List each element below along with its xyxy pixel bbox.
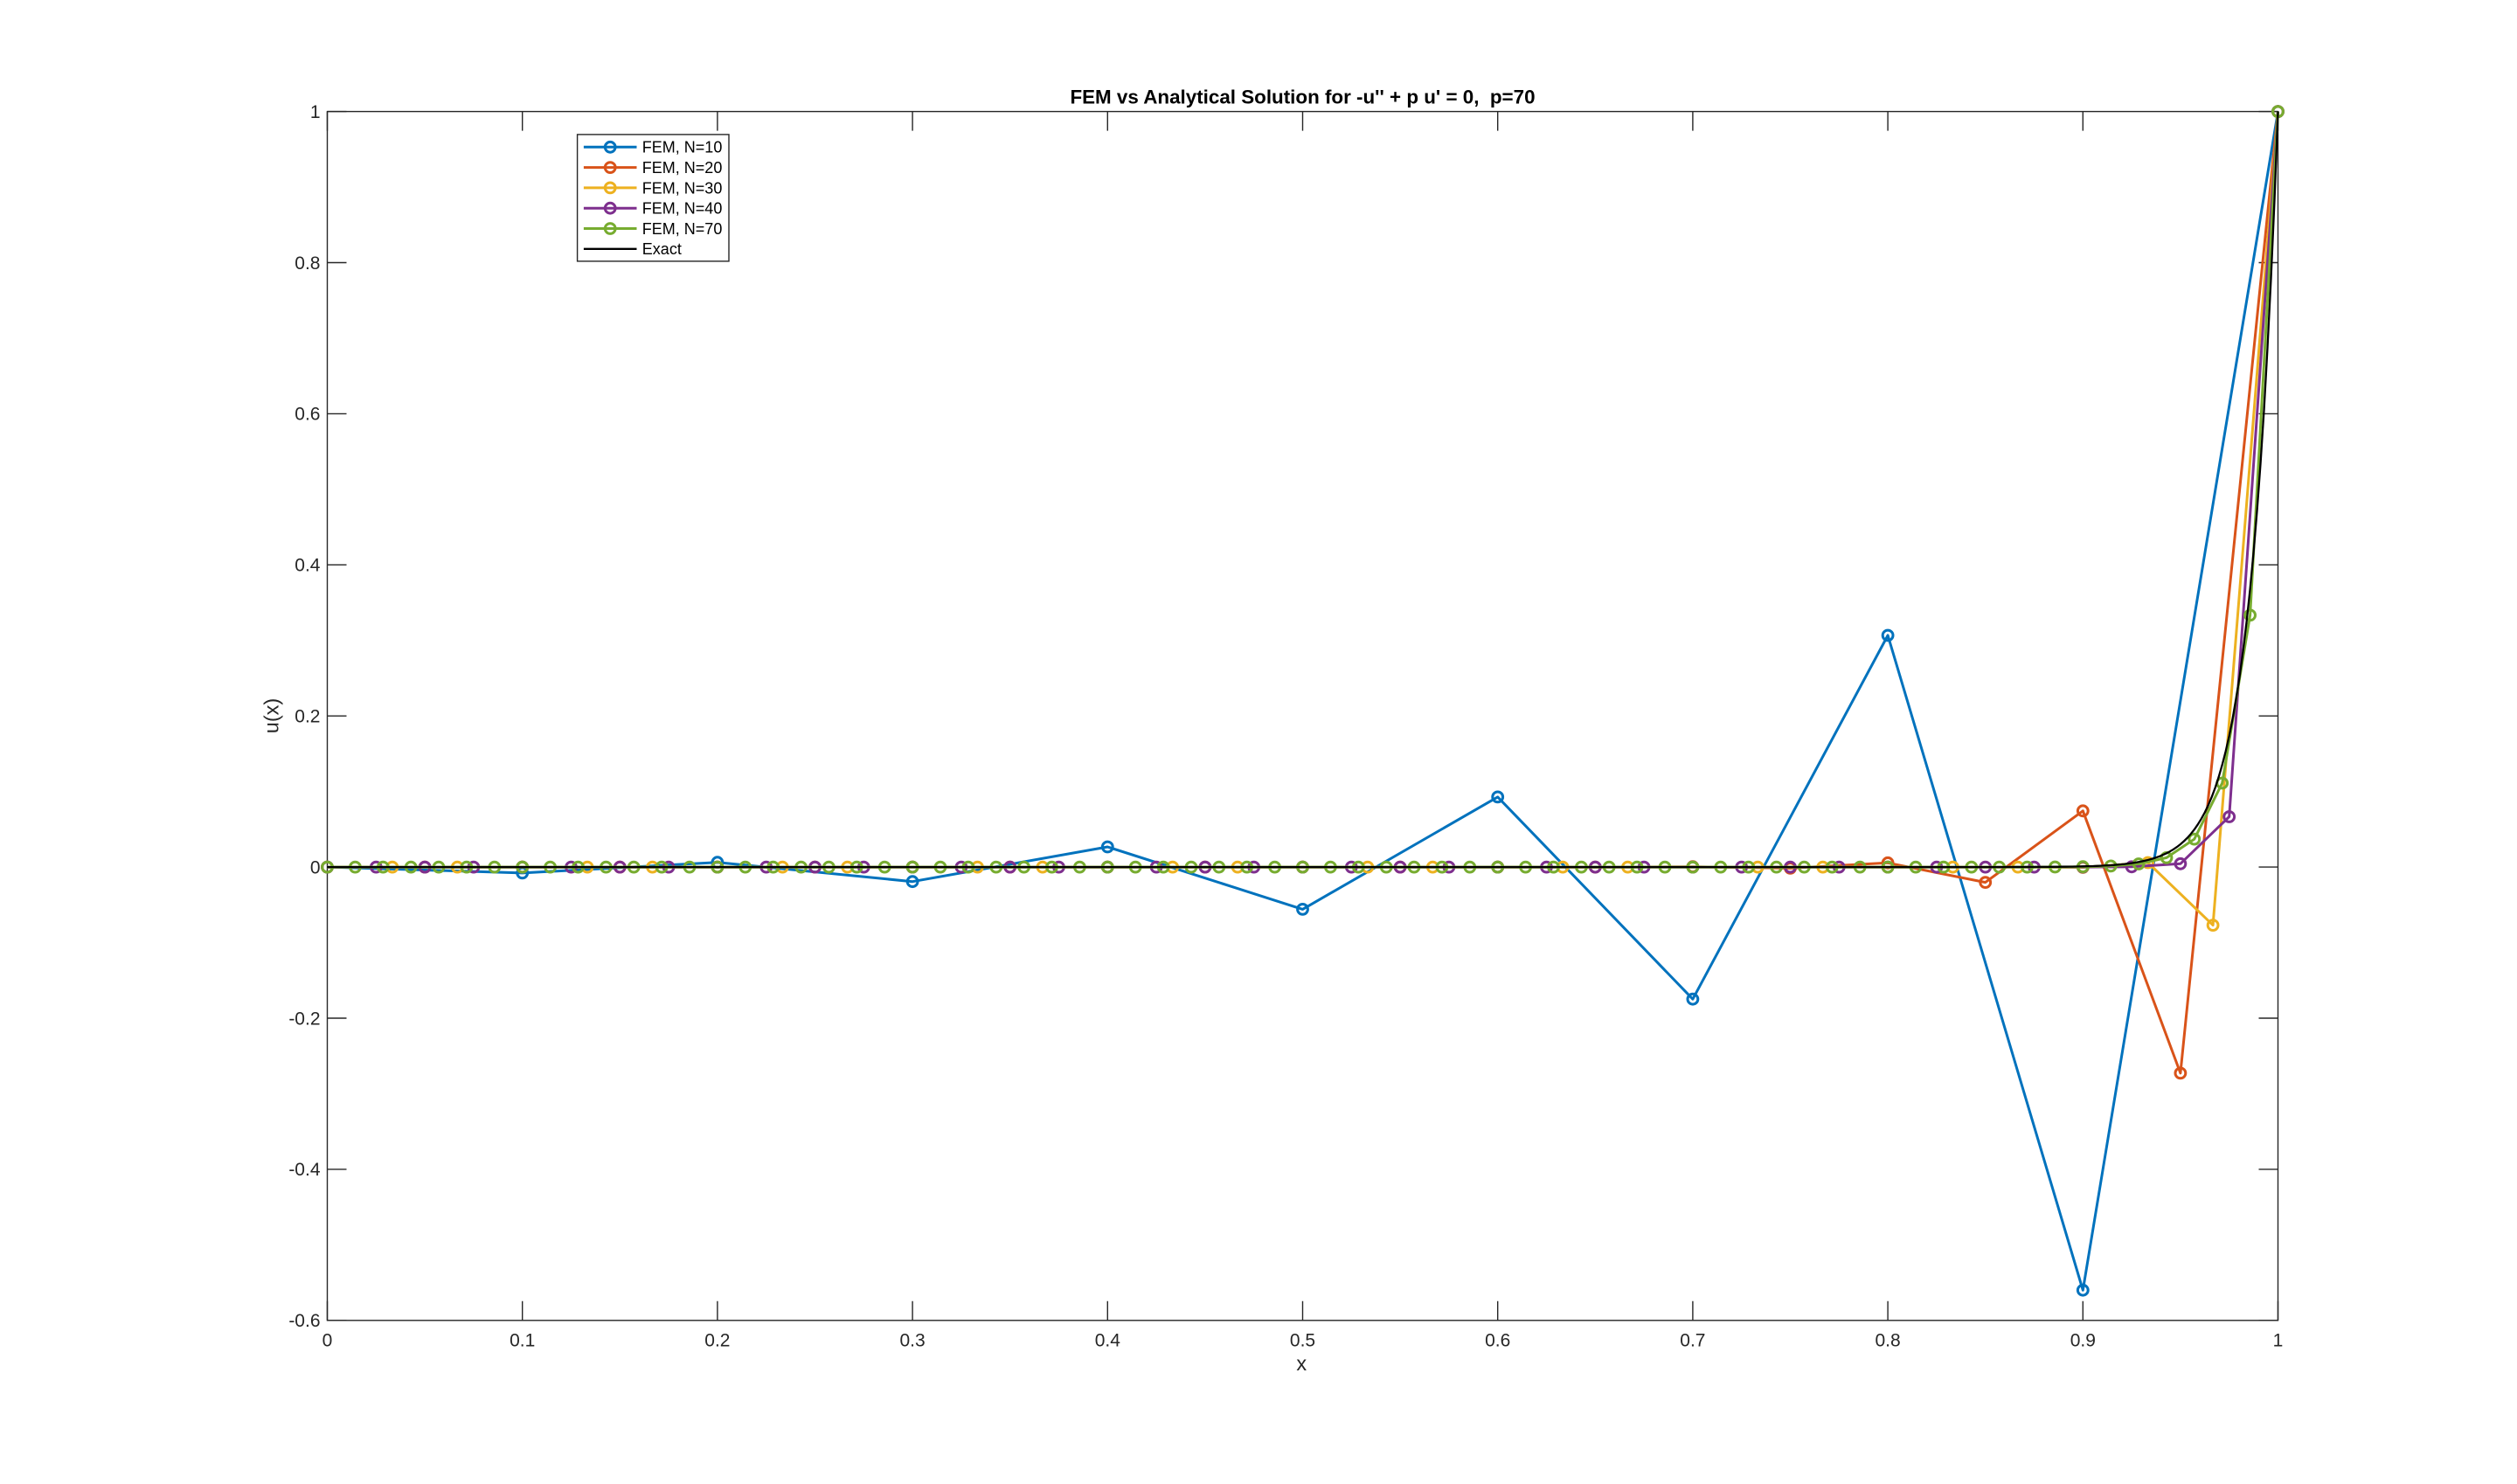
svg-text:0.1: 0.1 [510, 1331, 535, 1351]
svg-text:-0.2: -0.2 [288, 1009, 320, 1029]
svg-text:0.9: 0.9 [2070, 1331, 2096, 1351]
svg-text:0.6: 0.6 [1485, 1331, 1510, 1351]
svg-text:0.6: 0.6 [295, 405, 320, 425]
svg-text:-0.4: -0.4 [288, 1160, 321, 1180]
svg-text:FEM, N=10: FEM, N=10 [642, 139, 723, 156]
svg-text:Exact: Exact [642, 240, 682, 258]
svg-text:-0.6: -0.6 [288, 1311, 320, 1331]
svg-text:0.8: 0.8 [295, 253, 320, 274]
svg-text:FEM, N=40: FEM, N=40 [642, 200, 723, 218]
svg-text:FEM vs Analytical Solution for: FEM vs Analytical Solution for -u'' + p … [1070, 87, 1535, 108]
svg-text:0.4: 0.4 [1095, 1331, 1121, 1351]
svg-text:0: 0 [310, 857, 321, 877]
svg-text:u(x): u(x) [260, 698, 283, 733]
svg-text:0.8: 0.8 [1875, 1331, 1900, 1351]
svg-text:0.5: 0.5 [1290, 1331, 1315, 1351]
svg-text:FEM, N=30: FEM, N=30 [642, 179, 723, 197]
svg-text:1: 1 [310, 102, 321, 122]
svg-text:1: 1 [2273, 1331, 2284, 1351]
svg-text:0.7: 0.7 [1680, 1331, 1705, 1351]
svg-text:0.3: 0.3 [899, 1331, 925, 1351]
svg-text:0.2: 0.2 [295, 707, 320, 727]
svg-text:0: 0 [322, 1331, 333, 1351]
svg-text:FEM, N=70: FEM, N=70 [642, 220, 723, 238]
svg-text:x: x [1296, 1352, 1307, 1375]
svg-text:0.2: 0.2 [704, 1331, 730, 1351]
svg-text:0.4: 0.4 [295, 556, 321, 576]
svg-text:FEM, N=20: FEM, N=20 [642, 159, 723, 177]
